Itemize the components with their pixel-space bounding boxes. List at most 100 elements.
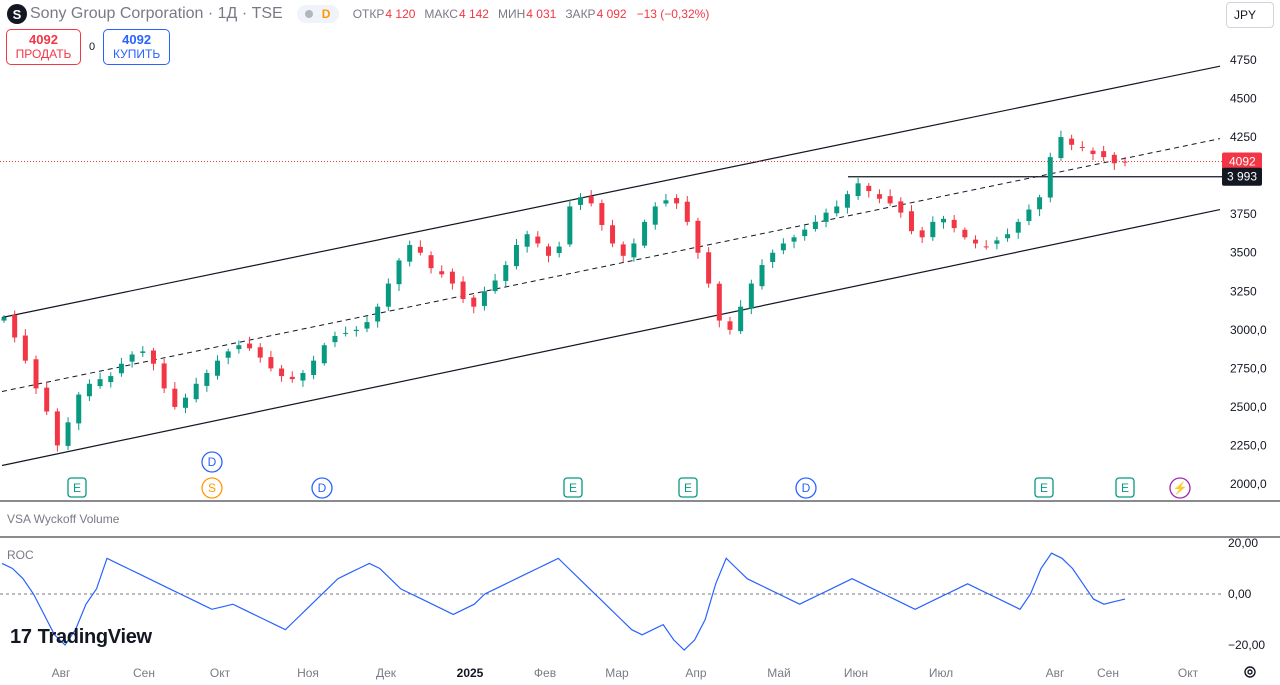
time-axis-label: 2025 (457, 666, 484, 680)
candle-body (631, 243, 637, 258)
candle-body (407, 245, 413, 262)
candle-body (140, 351, 146, 353)
earnings-marker-icon (1034, 477, 1054, 498)
candle-body (1101, 151, 1107, 158)
candle-body (492, 280, 498, 292)
time-axis-label: Мар (605, 666, 629, 680)
candle-body (481, 291, 487, 306)
candle-body (1058, 137, 1064, 159)
roc-axis-label: 20,00 (1228, 536, 1258, 550)
candle-body (844, 194, 850, 208)
candle-body (44, 387, 50, 412)
earnings-marker-icon (678, 477, 698, 498)
time-axis-label: Июл (929, 666, 953, 680)
symbol-title[interactable]: Sony Group Corporation · 1Д · TSE (30, 5, 283, 22)
candle-body (930, 221, 936, 238)
dividend-marker-icon (795, 477, 817, 499)
candle-body (150, 350, 156, 364)
candle-body (727, 321, 733, 330)
event-marker-label: E (684, 481, 692, 495)
candle-body (65, 422, 71, 446)
candle-body (1047, 157, 1053, 198)
price-axis-label: 3500 (1230, 246, 1257, 260)
ohlc-close: ЗАКР4 092 (565, 7, 627, 21)
candle-body (257, 347, 263, 358)
candle-body (1090, 150, 1096, 155)
candle-body (300, 372, 306, 381)
candle-body (108, 376, 114, 383)
sell-button[interactable]: 4092 ПРОДАТЬ (6, 29, 81, 65)
roc-axis-label: 0,00 (1228, 587, 1252, 601)
gear-icon[interactable] (1242, 664, 1258, 680)
channel-lower-line (1, 208, 1221, 467)
event-marker-label: E (1040, 481, 1048, 495)
event-marker-label: D (318, 481, 327, 495)
candle-body (428, 255, 434, 269)
level-price-label: 3 993 (1227, 170, 1257, 184)
tradingview-logo[interactable]: 17 TradingView (10, 626, 152, 649)
candle-body (1037, 197, 1043, 210)
earnings-marker-icon (67, 477, 87, 498)
candle-body (279, 368, 285, 377)
price-axis-label: 4250 (1230, 130, 1257, 144)
buy-label: КУПИТЬ (113, 47, 161, 61)
candle-body (802, 229, 808, 237)
candle-body (588, 196, 594, 204)
candle-body (973, 239, 979, 244)
candle-body (513, 245, 519, 267)
time-axis-label: Фев (534, 666, 556, 680)
candle-body (503, 265, 509, 281)
chart-header: S Sony Group Corporation · 1Д · TSE D ОТ… (0, 0, 1220, 28)
candle-body (780, 243, 786, 251)
split-marker-icon (201, 477, 223, 499)
candle-body (449, 271, 455, 284)
roc-axis-label: −20,00 (1228, 638, 1265, 652)
time-axis-label: Дек (376, 666, 397, 680)
ohlc-change: −13 (−0,32%) (636, 7, 710, 21)
candle-body (738, 306, 744, 332)
candle-body (748, 283, 754, 309)
last-price-label: 4092 (1229, 154, 1256, 168)
candle-body (663, 200, 669, 204)
event-marker-label: E (73, 481, 81, 495)
data-status-pill[interactable]: D (296, 5, 339, 23)
buy-button[interactable]: 4092 КУПИТЬ (103, 29, 171, 65)
roc-pane-label: ROC (7, 548, 34, 562)
candle-body (1026, 209, 1032, 221)
candle-body (332, 335, 338, 343)
time-axis-label: Авг (52, 666, 71, 680)
candle-body (385, 283, 391, 307)
candle-body (86, 383, 92, 397)
candle-body (343, 332, 349, 334)
candle-body (983, 246, 989, 248)
price-axis-label: 2500,0 (1230, 400, 1267, 414)
candle-body (129, 354, 135, 362)
price-axis-label: 4500 (1230, 92, 1257, 106)
candle-body (834, 206, 840, 214)
sell-price: 4092 (29, 32, 58, 47)
price-axis-label: 2750,0 (1230, 361, 1267, 375)
candle-body (535, 236, 541, 244)
candle-body (182, 397, 188, 408)
tv-mark-icon: 17 (10, 626, 32, 648)
last-price-tag (1222, 152, 1262, 171)
candle-body (812, 221, 818, 229)
delay-indicator: D (321, 7, 331, 21)
candle-body (684, 201, 690, 222)
ohlc-low: МИН4 031 (497, 7, 557, 21)
candle-body (22, 335, 28, 361)
candle-body (1122, 161, 1128, 163)
currency-button[interactable]: JPY (1226, 2, 1274, 28)
candle-body (471, 297, 477, 307)
candle-body (193, 383, 199, 400)
level-price-tag (1222, 167, 1262, 186)
event-marker-label: D (208, 455, 217, 469)
roc-line (1, 552, 1126, 651)
price-axis-label: 3750 (1230, 207, 1257, 221)
candle-body (1, 317, 7, 321)
candle-body (674, 197, 680, 204)
candle-body (908, 211, 914, 232)
symbol-logo[interactable]: S (7, 4, 27, 24)
spread-value: 0 (89, 41, 96, 53)
